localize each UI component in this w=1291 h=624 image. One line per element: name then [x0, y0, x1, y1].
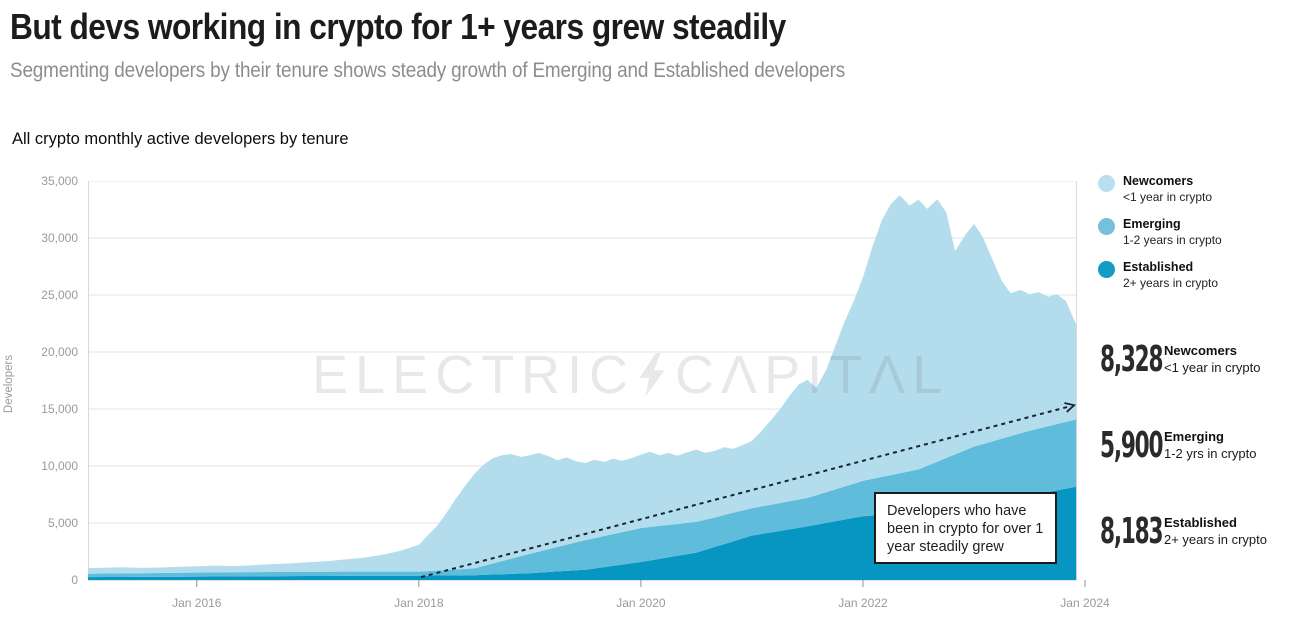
stat-name: Established — [1164, 515, 1237, 531]
newcomers-count: 8,328 — [1100, 339, 1164, 380]
stat-value-wrap: 8,183 — [1100, 511, 1164, 552]
page-subtitle: Segmenting developers by their tenure sh… — [10, 58, 959, 83]
emerging-count: 5,900 — [1100, 425, 1164, 466]
y-tick-label: 25,000 — [41, 288, 78, 302]
annotation-box: Developers who have been in crypto for o… — [874, 492, 1057, 564]
y-tick-label: 15,000 — [41, 402, 78, 416]
stat-box-newcomers: 8,328 Newcomers <1 year in crypto — [1087, 332, 1284, 387]
chart-legend: Newcomers <1 year in crypto Emerging 1-2… — [1098, 174, 1222, 304]
stat-value-wrap: 8,328 — [1100, 339, 1164, 380]
trendline-arrowhead — [1064, 402, 1077, 413]
legend-item-emerging: Emerging 1-2 years in crypto — [1098, 217, 1222, 248]
legend-desc: <1 year in crypto — [1123, 190, 1213, 204]
chart-section-title: All crypto monthly active developers by … — [12, 130, 349, 148]
x-tick-label: Jan 2022 — [838, 596, 888, 610]
stat-name: Newcomers — [1164, 343, 1237, 359]
x-tick-label: Jan 2016 — [172, 596, 222, 610]
area-established — [85, 486, 1077, 580]
stat-box-emerging: 5,900 Emerging 1-2 yrs in crypto — [1087, 418, 1284, 473]
established-count: 8,183 — [1100, 511, 1164, 552]
x-tick-label: Jan 2018 — [394, 596, 444, 610]
legend-name: Newcomers — [1123, 174, 1194, 188]
stat-desc: 2+ years in crypto — [1164, 531, 1267, 547]
area-newcomers — [85, 195, 1077, 574]
legend-desc: 1-2 years in crypto — [1123, 233, 1222, 248]
legend-item-established: Established 2+ years in crypto — [1098, 260, 1222, 291]
stat-value-wrap: 5,900 — [1100, 425, 1164, 466]
page-title: But devs working in crypto for 1+ years … — [10, 6, 892, 48]
legend-name: Emerging — [1123, 217, 1181, 232]
legend-desc: 2+ years in crypto — [1123, 276, 1219, 291]
y-tick-label: 20,000 — [41, 345, 78, 359]
emerging-dot-icon — [1098, 218, 1115, 236]
stat-desc: 1-2 yrs in crypto — [1164, 445, 1257, 461]
y-tick-label: 10,000 — [41, 459, 78, 473]
page-subtitle-text: Segmenting developers by their tenure sh… — [10, 58, 846, 82]
newcomers-dot-icon — [1098, 175, 1115, 192]
stat-box-established: 8,183 Established 2+ years in crypto — [1087, 504, 1284, 559]
y-tick-label: 30,000 — [41, 231, 78, 245]
stat-desc: <1 year in crypto — [1164, 359, 1261, 375]
legend-item-newcomers: Newcomers <1 year in crypto — [1098, 174, 1222, 205]
y-tick-label: 5,000 — [47, 516, 78, 530]
established-dot-icon — [1098, 261, 1115, 279]
legend-name: Established — [1123, 260, 1194, 275]
stat-name: Emerging — [1164, 429, 1224, 445]
page-title-text: But devs working in crypto for 1+ years … — [10, 6, 786, 47]
y-tick-label: 0 — [71, 573, 78, 587]
x-tick-label: Jan 2020 — [616, 596, 666, 610]
x-tick-label: Jan 2024 — [1060, 596, 1110, 610]
y-tick-label: 35,000 — [41, 174, 78, 188]
